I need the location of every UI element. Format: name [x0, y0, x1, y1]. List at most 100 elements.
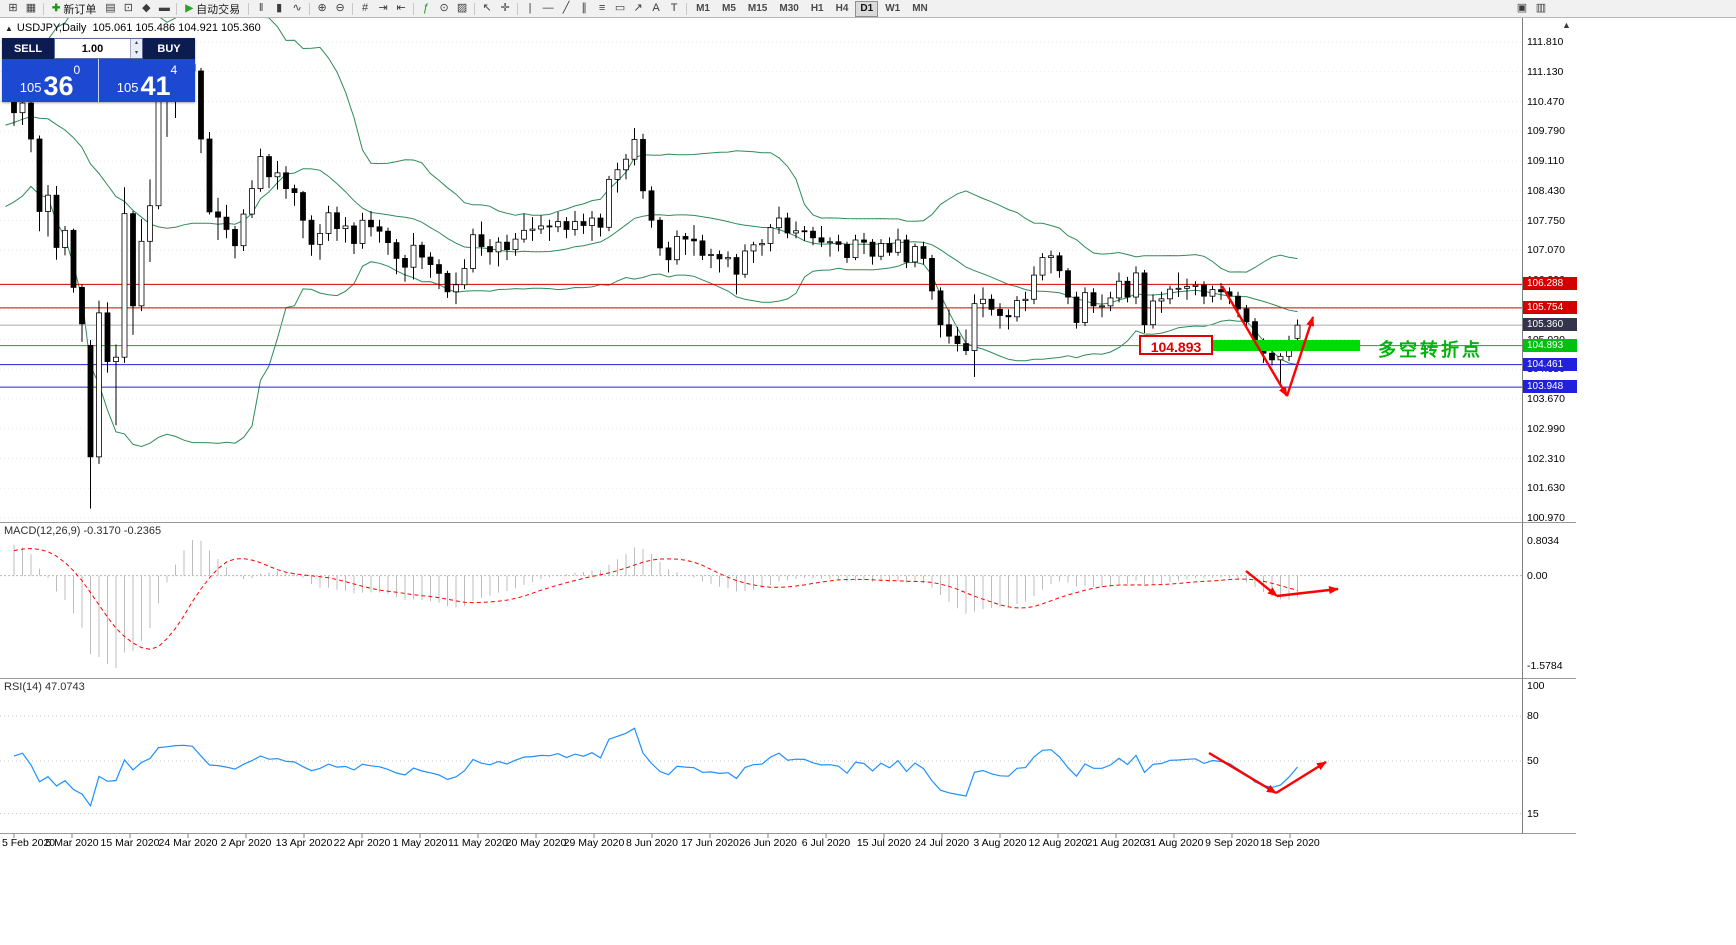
buy-button[interactable]: BUY: [143, 38, 195, 59]
auto-trading-button-label: 自动交易: [196, 3, 241, 16]
chart-shift-icon[interactable]: ⇤: [396, 2, 406, 14]
sell-price-pip: 0: [73, 63, 81, 77]
timeframe-m15[interactable]: M15: [747, 2, 768, 14]
rsi-line: [13, 727, 1298, 808]
chart-profiles-icon[interactable]: ▦: [25, 2, 37, 14]
candlestick-series: [11, 46, 1301, 509]
candlestick-chart-icon[interactable]: ▮: [276, 2, 283, 14]
arrows-icon[interactable]: ↗: [633, 2, 643, 14]
symbol-period-label: USDJPY,Daily: [16, 22, 87, 34]
toolbar-separator: [43, 2, 44, 15]
line-chart-icon[interactable]: ∿: [292, 2, 302, 14]
rsi-label: RSI(14) 47.0743: [4, 681, 85, 693]
timeframe-w1[interactable]: W1: [885, 2, 901, 14]
buy-price-base: 105: [116, 80, 139, 95]
toolbar-separator: [309, 2, 311, 15]
text-icon[interactable]: A: [652, 2, 660, 14]
volume-input[interactable]: 1.00 ▴ ▾: [54, 38, 143, 59]
terminal-icon[interactable]: ▬: [158, 2, 170, 14]
trend-arrow-macd[interactable]: [1245, 570, 1278, 597]
horizontal-line-icon[interactable]: —: [542, 2, 554, 14]
buy-price-pip: 4: [170, 63, 178, 77]
toolbar-separator: [474, 2, 476, 15]
periods-icon[interactable]: ⊙: [439, 2, 449, 14]
market-watch-icon[interactable]: ▤: [105, 2, 116, 14]
turning-point-bar[interactable]: [1213, 340, 1360, 351]
timeframe-h1[interactable]: H1: [810, 2, 824, 14]
grid-icon[interactable]: #: [362, 2, 369, 14]
buy-price-big: 41: [140, 71, 171, 101]
channel-icon[interactable]: ∥: [581, 2, 587, 14]
timeframe-d1[interactable]: D1: [855, 0, 879, 17]
trend-arrow-main[interactable]: [1285, 316, 1315, 397]
auto-trading-icon: ▶: [185, 3, 194, 14]
vertical-line-icon[interactable]: |: [528, 2, 532, 14]
fibonacci-icon[interactable]: ≡: [598, 2, 606, 14]
toolbar-separator: [517, 2, 519, 15]
price-callout-104893[interactable]: 104.893: [1139, 335, 1213, 355]
auto-scroll-icon[interactable]: ⇥: [378, 2, 388, 14]
templates-icon[interactable]: ▨: [456, 2, 468, 14]
navigator-icon[interactable]: ◆: [142, 2, 151, 14]
zoom-out-icon[interactable]: ⊖: [335, 2, 345, 14]
ohlc-values: 105.061 105.486 104.921 105.360: [92, 22, 261, 34]
sell-button[interactable]: SELL: [2, 38, 54, 59]
buy-price[interactable]: 105 41 4: [99, 59, 195, 102]
volume-down-icon[interactable]: ▾: [131, 48, 142, 58]
timeframe-h4[interactable]: H4: [835, 2, 849, 14]
bars-chart-icon[interactable]: ‖: [258, 2, 264, 14]
toolbar-separator: [352, 2, 354, 15]
zoom-in-icon[interactable]: ⊕: [317, 2, 327, 14]
trend-arrow-main[interactable]: [1220, 285, 1289, 397]
macd-histogram: [13, 540, 1298, 668]
new-order-button-label: 新订单: [63, 3, 97, 16]
shapes-icon[interactable]: ▭: [614, 2, 626, 14]
timeframe-m30[interactable]: M30: [779, 2, 799, 14]
timeframe-m5[interactable]: M5: [722, 2, 736, 14]
chart-window-icon[interactable]: ▣: [1516, 2, 1528, 14]
timeframe-m1[interactable]: M1: [696, 2, 710, 14]
text-label-icon[interactable]: T: [670, 2, 678, 14]
trendline-icon[interactable]: ╱: [562, 2, 570, 14]
sell-price-big: 36: [43, 71, 74, 101]
rsi-pane-layer: [0, 715, 1522, 814]
auto-trading-button[interactable]: ▶ 自动交易: [180, 1, 245, 16]
trend-arrow-rsi[interactable]: [1208, 751, 1277, 795]
scroll-up-icon[interactable]: ▲: [1562, 20, 1571, 30]
macd-signal-line: [13, 547, 1298, 650]
trend-arrow-macd[interactable]: [1276, 586, 1339, 598]
indicators-icon[interactable]: ƒ: [423, 2, 430, 14]
crosshair-icon[interactable]: ✛: [500, 2, 510, 14]
macd-pane-layer: [0, 540, 1522, 668]
macd-values: -0.3170 -0.2365: [83, 525, 162, 537]
bollinger-lower-band: [5, 185, 1298, 448]
main-pane-layer: [0, 18, 1522, 519]
toolbar-separator: [686, 2, 688, 15]
chart-title: ▲ USDJPY,Daily 105.061 105.486 104.921 10…: [5, 22, 261, 34]
macd-label: MACD(12,26,9) -0.3170 -0.2365: [4, 525, 162, 537]
volume-up-icon[interactable]: ▴: [131, 39, 142, 49]
toolbar: ⊞ ▦ ✚ 新订单 ▤ ⊡ ◆ ▬ ▶ 自动交易 ‖ ▮ ∿ ⊕ ⊖ # ⇥ ⇤ ƒ ⊙ ▨ ↖ ✛ | — ╱ ∥ ≡ ▭ ↗ A T M1 M…: [0, 0, 1736, 18]
new-chart-icon[interactable]: ⊞: [8, 2, 18, 14]
cursor-icon[interactable]: ↖: [482, 2, 492, 14]
chart-canvas[interactable]: [0, 18, 1576, 852]
trend-arrow-rsi[interactable]: [1275, 760, 1327, 795]
toolbar-separator: [248, 2, 250, 15]
data-window-icon[interactable]: ⊡: [123, 2, 133, 14]
sell-price-base: 105: [19, 80, 42, 95]
sell-price[interactable]: 105 36 0: [2, 59, 98, 102]
volume-value[interactable]: 1.00: [81, 42, 104, 55]
timeframe-mn[interactable]: MN: [912, 2, 928, 14]
toolbar-separator: [413, 2, 415, 15]
rsi-value: 47.0743: [44, 681, 85, 693]
new-order-icon: ✚: [52, 3, 61, 14]
tile-windows-icon[interactable]: ▥: [1535, 2, 1547, 14]
price-divider: [98, 59, 99, 102]
bollinger-upper-band: [5, 18, 1298, 273]
one-click-collapse-icon[interactable]: ▲: [5, 24, 13, 33]
turning-point-label[interactable]: 多空转折点: [1378, 340, 1483, 360]
one-click-trading-panel: SELL 1.00 ▴ ▾ BUY 105 36 0 105 41 4: [2, 38, 195, 102]
new-order-button[interactable]: ✚ 新订单: [47, 1, 101, 16]
toolbar-separator: [176, 2, 178, 15]
